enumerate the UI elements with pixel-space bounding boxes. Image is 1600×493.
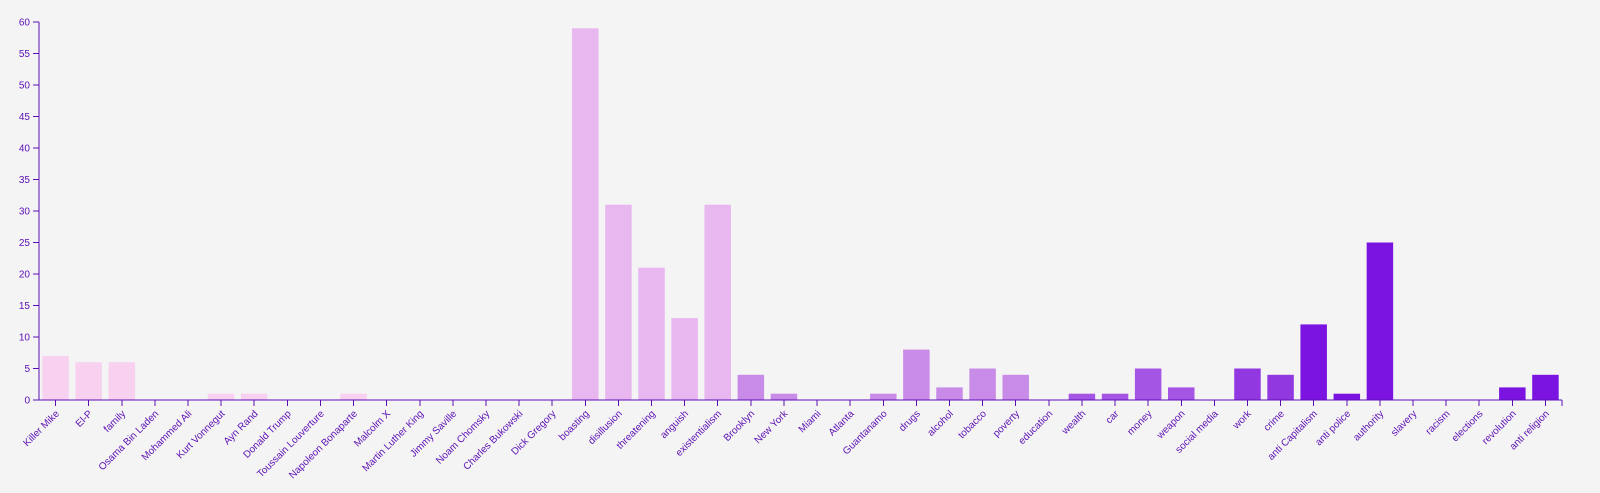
bar-36 bbox=[1234, 368, 1261, 400]
x-tick-label: anguish bbox=[658, 409, 691, 442]
x-tick-label: family bbox=[102, 409, 128, 435]
y-tick-label: 40 bbox=[19, 144, 31, 155]
y-tick-label: 5 bbox=[24, 364, 30, 375]
bar-19 bbox=[671, 318, 698, 400]
x-tick-label: money bbox=[1126, 409, 1155, 438]
x-tick-label: tobacco bbox=[956, 408, 989, 441]
bar-20 bbox=[704, 204, 731, 400]
x-tick-label: poverty bbox=[991, 409, 1022, 440]
bar-31 bbox=[1068, 393, 1096, 400]
y-tick-label: 30 bbox=[19, 207, 31, 218]
x-tick-label: authority bbox=[1351, 409, 1386, 444]
x-tick-label: racism bbox=[1424, 409, 1453, 438]
bar-18 bbox=[638, 267, 665, 400]
bar-34 bbox=[1168, 387, 1195, 400]
x-tick-label: Miami bbox=[797, 409, 824, 436]
y-tick-label: 10 bbox=[19, 333, 31, 344]
bar-6 bbox=[240, 393, 268, 400]
y-tick-label: 55 bbox=[19, 49, 31, 60]
bar-40 bbox=[1366, 242, 1394, 400]
x-tick-label: anti police bbox=[1314, 408, 1354, 448]
x-tick-label: wealth bbox=[1059, 409, 1088, 438]
x-tick-label: car bbox=[1104, 408, 1122, 426]
bar-17 bbox=[605, 204, 632, 400]
x-tick-label: Osama Bin Laden bbox=[97, 409, 161, 473]
x-tick-label: Atlanta bbox=[827, 408, 857, 438]
bar-2 bbox=[108, 362, 136, 400]
bar-26 bbox=[903, 349, 930, 400]
bar-28 bbox=[969, 368, 996, 400]
bar-25 bbox=[870, 393, 897, 400]
bar-5 bbox=[207, 393, 235, 400]
bar-16 bbox=[572, 28, 599, 401]
bar-9 bbox=[340, 393, 367, 400]
bar-29 bbox=[1002, 374, 1029, 400]
x-tick-label: Charles Bukowski bbox=[461, 409, 525, 473]
bar-32 bbox=[1101, 393, 1129, 400]
bar-44 bbox=[1499, 387, 1526, 400]
bar-22 bbox=[770, 393, 798, 400]
y-tick-label: 35 bbox=[19, 175, 31, 186]
y-tick-label: 50 bbox=[19, 81, 31, 92]
x-tick-label: crime bbox=[1262, 408, 1287, 433]
x-tick-label: work bbox=[1230, 408, 1254, 432]
bar-45 bbox=[1532, 374, 1559, 400]
x-tick-label: alcohol bbox=[926, 409, 956, 439]
x-tick-label: slavery bbox=[1389, 409, 1419, 439]
y-tick-label: 25 bbox=[19, 238, 31, 249]
x-tick-label: El-P bbox=[74, 408, 95, 429]
x-tick-label: weapon bbox=[1154, 409, 1187, 442]
y-tick-label: 20 bbox=[19, 270, 31, 281]
x-tick-label: drugs bbox=[897, 409, 922, 434]
bar-27 bbox=[936, 387, 963, 400]
x-tick-label: education bbox=[1017, 409, 1055, 447]
bar-33 bbox=[1134, 368, 1162, 400]
bar-38 bbox=[1300, 324, 1327, 400]
bar-37 bbox=[1267, 374, 1294, 400]
bars-group bbox=[42, 28, 1559, 401]
x-tick-label: Killer Mike bbox=[22, 408, 63, 449]
y-tick-label: 60 bbox=[19, 18, 31, 29]
bar-0 bbox=[42, 355, 69, 400]
x-tick-label: New York bbox=[753, 408, 791, 446]
bar-39 bbox=[1333, 393, 1361, 400]
y-tick-label: 15 bbox=[19, 301, 31, 312]
y-axis: 0 5 10 15 20 25 30 35 40 45 50 55 60 bbox=[19, 18, 40, 407]
y-tick-label: 0 bbox=[24, 396, 30, 407]
x-tick-label: Martin Luther King bbox=[361, 409, 427, 475]
bar-1 bbox=[75, 362, 102, 400]
y-tick-label: 45 bbox=[19, 112, 31, 123]
bar-21 bbox=[737, 374, 765, 400]
